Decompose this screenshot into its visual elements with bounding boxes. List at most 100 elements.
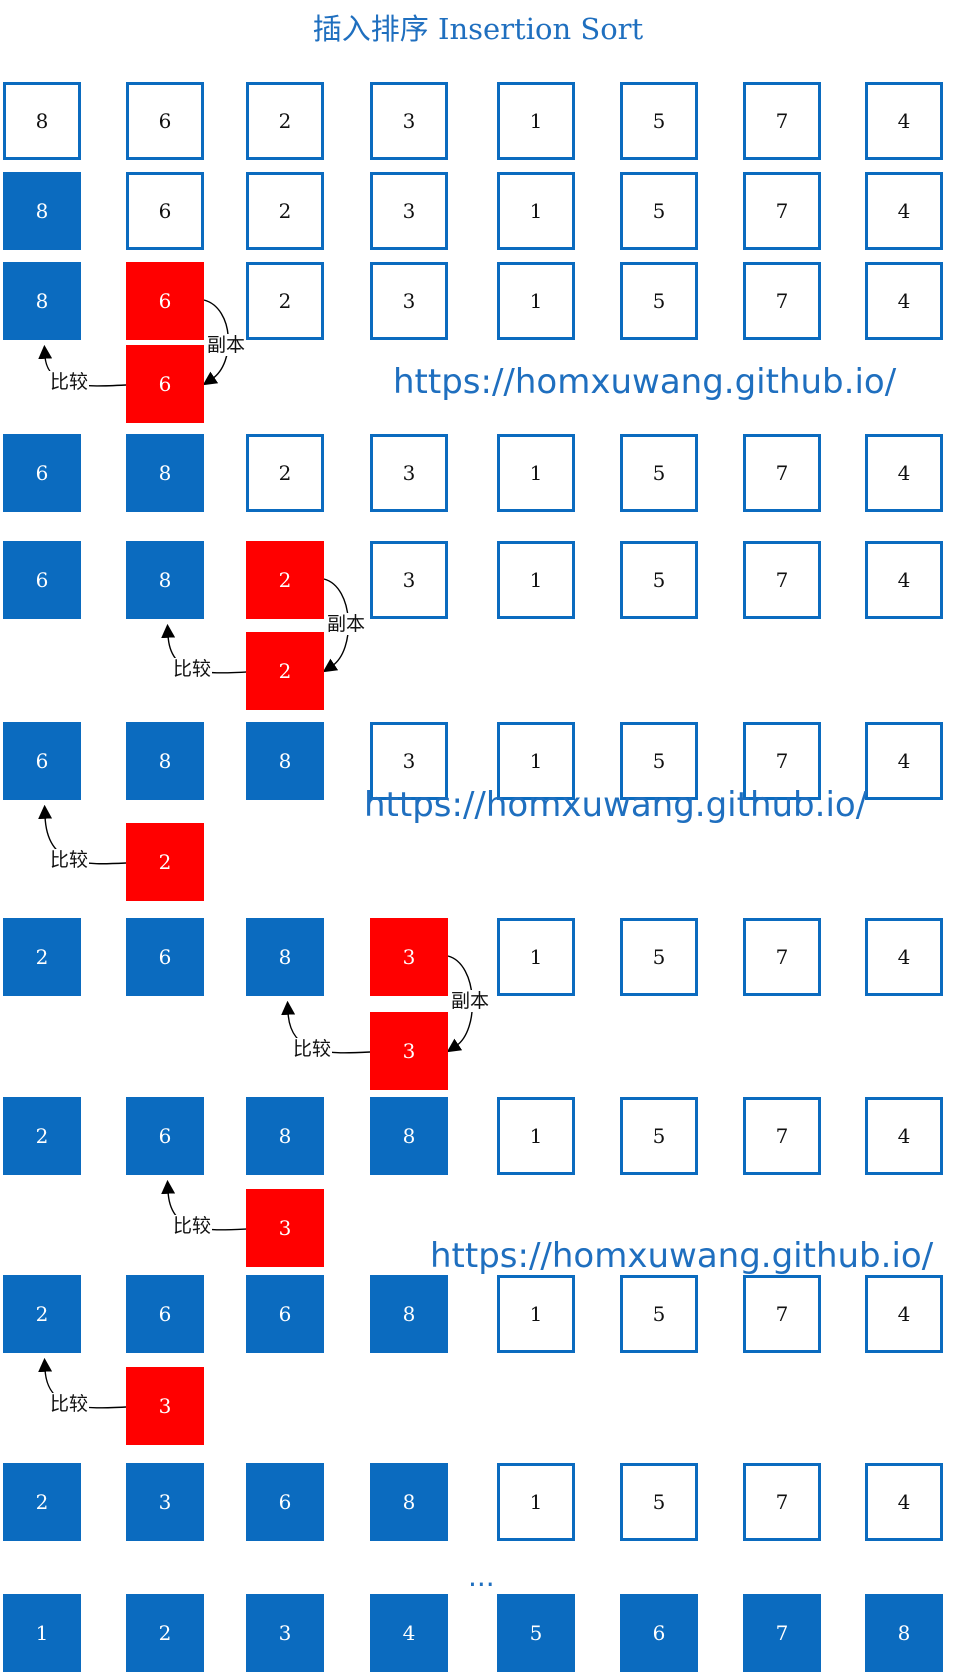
array-cell: 7 [743, 82, 821, 160]
array-cell: 6 [126, 918, 204, 996]
array-cell: 7 [743, 541, 821, 619]
array-cell: 6 [3, 541, 81, 619]
array-cell: 2 [246, 172, 324, 250]
array-cell: 8 [126, 722, 204, 800]
array-cell: 2 [246, 262, 324, 340]
diagram-title: 插入排序 Insertion Sort [312, 12, 644, 46]
array-cell: 3 [370, 82, 448, 160]
array-cell: 3 [370, 172, 448, 250]
temp-copy-cell: 2 [246, 632, 324, 710]
array-cell: 2 [246, 434, 324, 512]
array-cell: 4 [865, 82, 943, 160]
array-cell: 7 [743, 434, 821, 512]
compare-label: 比较 [172, 658, 213, 680]
array-cell: 5 [620, 82, 698, 160]
array-cell: 3 [370, 722, 448, 800]
array-cell: 1 [497, 434, 575, 512]
array-cell: 4 [865, 541, 943, 619]
array-cell: 1 [497, 1463, 575, 1541]
array-cell: 5 [497, 1594, 575, 1672]
array-cell: 8 [246, 1097, 324, 1175]
array-cell: 1 [497, 722, 575, 800]
array-cell: 6 [3, 722, 81, 800]
array-cell: 2 [3, 1097, 81, 1175]
array-cell: 5 [620, 1463, 698, 1541]
array-cell: 2 [3, 1463, 81, 1541]
array-cell: 2 [3, 918, 81, 996]
array-cell: 2 [126, 1594, 204, 1672]
array-cell: 8 [3, 82, 81, 160]
array-cell: 5 [620, 1097, 698, 1175]
array-cell: 1 [497, 1097, 575, 1175]
array-cell: 8 [126, 541, 204, 619]
array-cell: 6 [3, 434, 81, 512]
compare-label: 比较 [292, 1038, 333, 1060]
array-cell: 8 [865, 1594, 943, 1672]
ellipsis: ... [468, 1560, 495, 1593]
compare-label: 比较 [49, 1393, 90, 1415]
array-cell: 1 [497, 1275, 575, 1353]
array-cell: 3 [126, 1463, 204, 1541]
watermark-text: https://homxuwang.github.io/ [430, 1236, 934, 1276]
array-cell: 5 [620, 722, 698, 800]
array-cell: 2 [246, 541, 324, 619]
temp-copy-cell: 6 [126, 345, 204, 423]
array-cell: 6 [126, 82, 204, 160]
array-cell: 4 [865, 722, 943, 800]
watermark-text: https://homxuwang.github.io/ [393, 362, 897, 402]
array-cell: 3 [370, 262, 448, 340]
array-cell: 7 [743, 1275, 821, 1353]
array-cell: 6 [126, 172, 204, 250]
array-cell: 3 [246, 1594, 324, 1672]
array-cell: 1 [497, 262, 575, 340]
array-cell: 7 [743, 172, 821, 250]
array-cell: 8 [3, 262, 81, 340]
temp-copy-cell: 3 [246, 1189, 324, 1267]
array-cell: 1 [3, 1594, 81, 1672]
array-cell: 4 [865, 1097, 943, 1175]
array-cell: 6 [620, 1594, 698, 1672]
array-cell: 8 [126, 434, 204, 512]
array-cell: 5 [620, 172, 698, 250]
array-cell: 6 [126, 1275, 204, 1353]
array-cell: 7 [743, 1594, 821, 1672]
array-cell: 7 [743, 262, 821, 340]
array-cell: 5 [620, 434, 698, 512]
array-cell: 7 [743, 1097, 821, 1175]
array-cell: 5 [620, 1275, 698, 1353]
array-cell: 1 [497, 541, 575, 619]
array-cell: 1 [497, 172, 575, 250]
array-cell: 4 [865, 1275, 943, 1353]
array-cell: 4 [865, 1463, 943, 1541]
array-cell: 5 [620, 541, 698, 619]
array-cell: 4 [865, 434, 943, 512]
copy-label: 副本 [450, 990, 491, 1012]
array-cell: 6 [246, 1275, 324, 1353]
array-cell: 2 [3, 1275, 81, 1353]
array-cell: 7 [743, 918, 821, 996]
compare-label: 比较 [49, 371, 90, 393]
array-cell: 7 [743, 722, 821, 800]
array-cell: 5 [620, 262, 698, 340]
array-cell: 8 [370, 1097, 448, 1175]
array-cell: 7 [743, 1463, 821, 1541]
compare-label: 比较 [172, 1215, 213, 1237]
array-cell: 4 [865, 262, 943, 340]
array-cell: 8 [246, 918, 324, 996]
array-cell: 8 [370, 1463, 448, 1541]
array-cell: 8 [3, 172, 81, 250]
array-cell: 4 [865, 918, 943, 996]
array-cell: 6 [246, 1463, 324, 1541]
array-cell: 8 [246, 722, 324, 800]
array-cell: 3 [370, 918, 448, 996]
array-cell: 3 [370, 434, 448, 512]
array-cell: 6 [126, 262, 204, 340]
array-cell: 6 [126, 1097, 204, 1175]
array-cell: 2 [246, 82, 324, 160]
array-cell: 8 [370, 1275, 448, 1353]
compare-label: 比较 [49, 849, 90, 871]
temp-copy-cell: 3 [126, 1367, 204, 1445]
temp-copy-cell: 2 [126, 823, 204, 901]
copy-label: 副本 [206, 334, 247, 356]
